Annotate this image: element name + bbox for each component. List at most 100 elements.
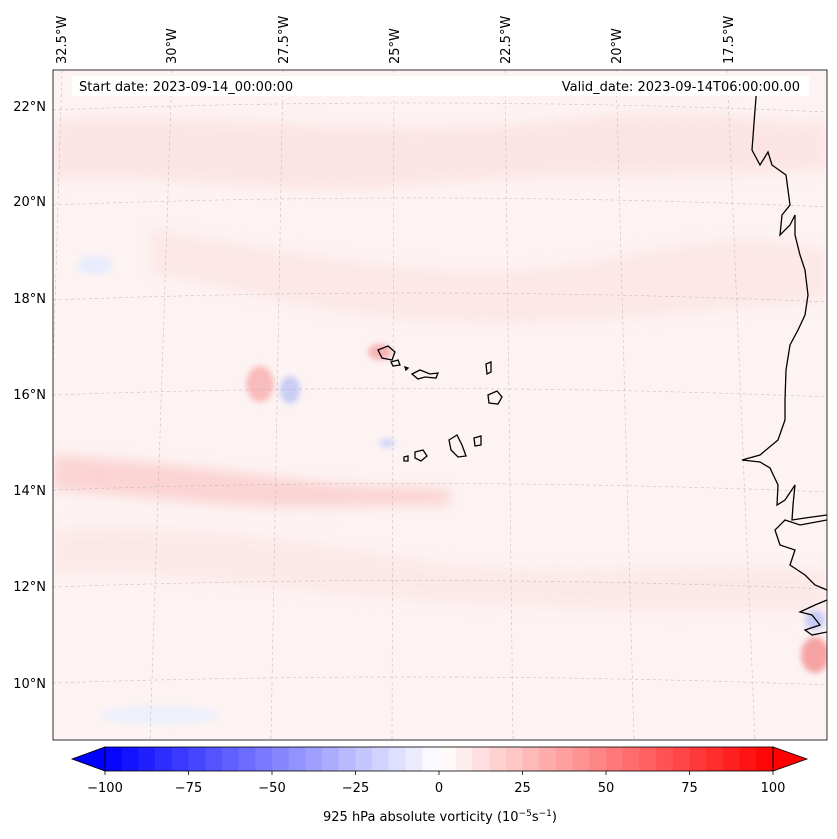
island-sao-vicente — [390, 359, 401, 367]
colorbar-cell — [322, 747, 340, 771]
cb-tick-label: 50 — [598, 781, 615, 796]
colorbar-cell — [639, 747, 657, 771]
island-sao-nicolau — [410, 369, 440, 380]
grid-lon-17-5 — [726, 70, 756, 740]
cb-label-mid: s — [532, 810, 539, 825]
grid-lat-22 — [53, 102, 827, 113]
graticule — [53, 70, 827, 740]
vorticity-min-1 — [280, 376, 300, 404]
start-date: Start date: 2023-09-14_00:00:00 — [79, 80, 293, 95]
cb-tick-label: −50 — [258, 781, 285, 796]
grid-lat-18 — [53, 292, 827, 303]
vorticity-band-south — [53, 527, 827, 612]
colorbar-cell — [105, 747, 123, 771]
cb-label-main: 925 hPa absolute vorticity (10 — [323, 810, 519, 825]
colorbar-cell — [455, 747, 473, 771]
grid-lat-20 — [53, 197, 827, 208]
grid-lat-16 — [53, 388, 827, 398]
colorbar-cell — [555, 747, 574, 771]
lat-label: 18°N — [13, 292, 46, 307]
vorticity-min-2 — [379, 438, 395, 448]
cb-label-exp1: −5 — [519, 809, 532, 819]
vorticity-band-north — [53, 112, 827, 190]
coastline-guinea — [798, 599, 827, 636]
colorbar-cell — [439, 747, 457, 771]
cb-label-exp2: −1 — [539, 809, 552, 819]
lat-label: 12°N — [13, 580, 46, 595]
colorbar-cell — [689, 747, 707, 771]
vorticity-field — [53, 70, 827, 740]
colorbar-cell — [539, 747, 557, 771]
lon-label: 20°W — [610, 28, 625, 64]
colorbar-cell — [672, 747, 691, 771]
island-santo-antao — [377, 345, 396, 361]
colorbar-cell — [756, 747, 774, 771]
lon-label: 25°W — [388, 28, 403, 64]
colorbar-cell — [138, 747, 156, 771]
cb-tick-label: 0 — [435, 781, 443, 796]
cb-tick-label: −25 — [342, 781, 369, 796]
grid-lon-22-5 — [504, 70, 514, 740]
grid-lat-12 — [53, 580, 827, 590]
colorbar-ticks — [104, 771, 774, 775]
vorticity-max-2 — [368, 344, 392, 360]
colorbar-cell — [422, 747, 440, 771]
colorbar-arrow-left — [70, 746, 106, 772]
lon-label: 27.5°W — [277, 16, 292, 64]
island-fogo — [414, 449, 428, 462]
colorbar-cell — [221, 747, 240, 771]
colorbar-arrow-right — [772, 746, 809, 772]
lon-label: 30°W — [165, 28, 180, 64]
grid-lat-10 — [53, 676, 827, 686]
map-frame — [52, 69, 828, 741]
colorbar-cell — [305, 747, 323, 771]
grid-lon-25 — [391, 70, 395, 740]
colorbar-cell — [589, 747, 607, 771]
colorbar-cell — [272, 747, 290, 771]
cb-tick-label: 25 — [514, 781, 531, 796]
colorbar-cell — [739, 747, 757, 771]
valid-date: Valid_date: 2023-09-14T06:00:00.00 — [562, 80, 800, 95]
colorbar-cell — [388, 747, 407, 771]
colorbar-cell — [171, 747, 190, 771]
island-maio — [473, 435, 482, 447]
vorticity-band-itcz — [53, 455, 450, 508]
island-santiago — [448, 434, 467, 458]
colorbar-cell — [405, 747, 423, 771]
island-sal — [485, 361, 492, 376]
colorbar-cell — [505, 747, 524, 771]
latitude-labels: 22°N 20°N 18°N 16°N 14°N 12°N 10°N — [13, 100, 46, 692]
colorbar-cells — [105, 747, 774, 771]
lat-label: 10°N — [13, 677, 46, 692]
cb-label-end: ) — [552, 810, 557, 825]
lat-label: 14°N — [13, 484, 46, 499]
colorbar-cell — [722, 747, 741, 771]
cb-tick-label: 100 — [761, 781, 786, 796]
lon-label: 17.5°W — [722, 16, 737, 64]
vorticity-max-1 — [246, 366, 274, 402]
island-brava — [403, 455, 409, 462]
coastline-africa — [741, 84, 827, 521]
longitude-labels: 32.5°W 30°W 27.5°W 25°W 22.5°W 20°W 17.5… — [55, 16, 737, 64]
island-boa-vista — [487, 390, 503, 405]
colorbar-cell — [155, 747, 173, 771]
colorbar-cell — [706, 747, 724, 771]
island-santa-luzia — [403, 365, 410, 372]
grid-lat-14 — [53, 483, 827, 493]
colorbar-cell — [656, 747, 674, 771]
lat-label: 16°N — [13, 388, 46, 403]
colorbar-cell — [255, 747, 273, 771]
cape-verde-islands — [377, 345, 503, 462]
colorbar-cell — [622, 747, 640, 771]
vorticity-max-3 — [801, 637, 827, 673]
colorbar-cell — [606, 747, 624, 771]
colorbar-cell — [121, 747, 139, 771]
grid-lon-30 — [149, 70, 173, 740]
colorbar-cell — [572, 747, 590, 771]
vorticity-min-5 — [100, 705, 220, 725]
colorbar-cell — [472, 747, 490, 771]
colorbar-cell — [489, 747, 507, 771]
colorbar-cell — [372, 747, 390, 771]
colorbar-cell — [288, 747, 306, 771]
